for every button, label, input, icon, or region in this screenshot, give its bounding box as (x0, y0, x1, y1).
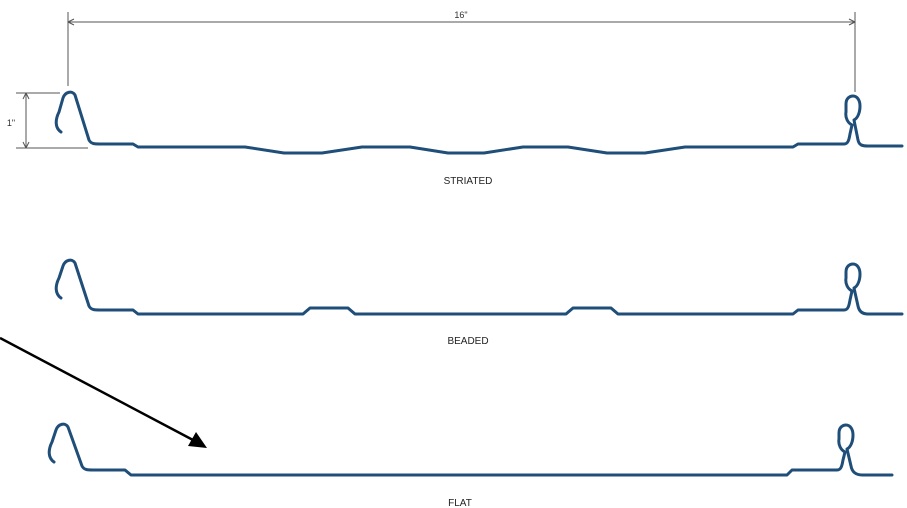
flat-panel-outline (47, 422, 894, 477)
profile-striated: STRIATED (54, 90, 904, 187)
width-dimension: 16" (67, 10, 856, 92)
height-dimension: 1" (7, 92, 88, 149)
profile-beaded: BEADED (54, 258, 904, 347)
profile-flat: FLAT (47, 422, 894, 508)
width-arrow-right (848, 18, 856, 26)
width-dimension-label: 16" (454, 10, 467, 20)
height-arrow-bottom (22, 141, 30, 149)
striated-label: STRIATED (444, 176, 493, 187)
width-arrow-left (67, 18, 75, 26)
height-dimension-label: 1" (7, 118, 15, 128)
pointer-arrow-shaft (0, 336, 194, 442)
height-arrow-top (22, 92, 30, 100)
flat-label: FLAT (448, 498, 472, 508)
pointer-arrow-head (188, 432, 207, 448)
pointer-arrow (0, 336, 207, 448)
beaded-label: BEADED (447, 336, 488, 347)
beaded-panel-outline (54, 258, 904, 316)
striated-panel-outline (54, 90, 904, 155)
